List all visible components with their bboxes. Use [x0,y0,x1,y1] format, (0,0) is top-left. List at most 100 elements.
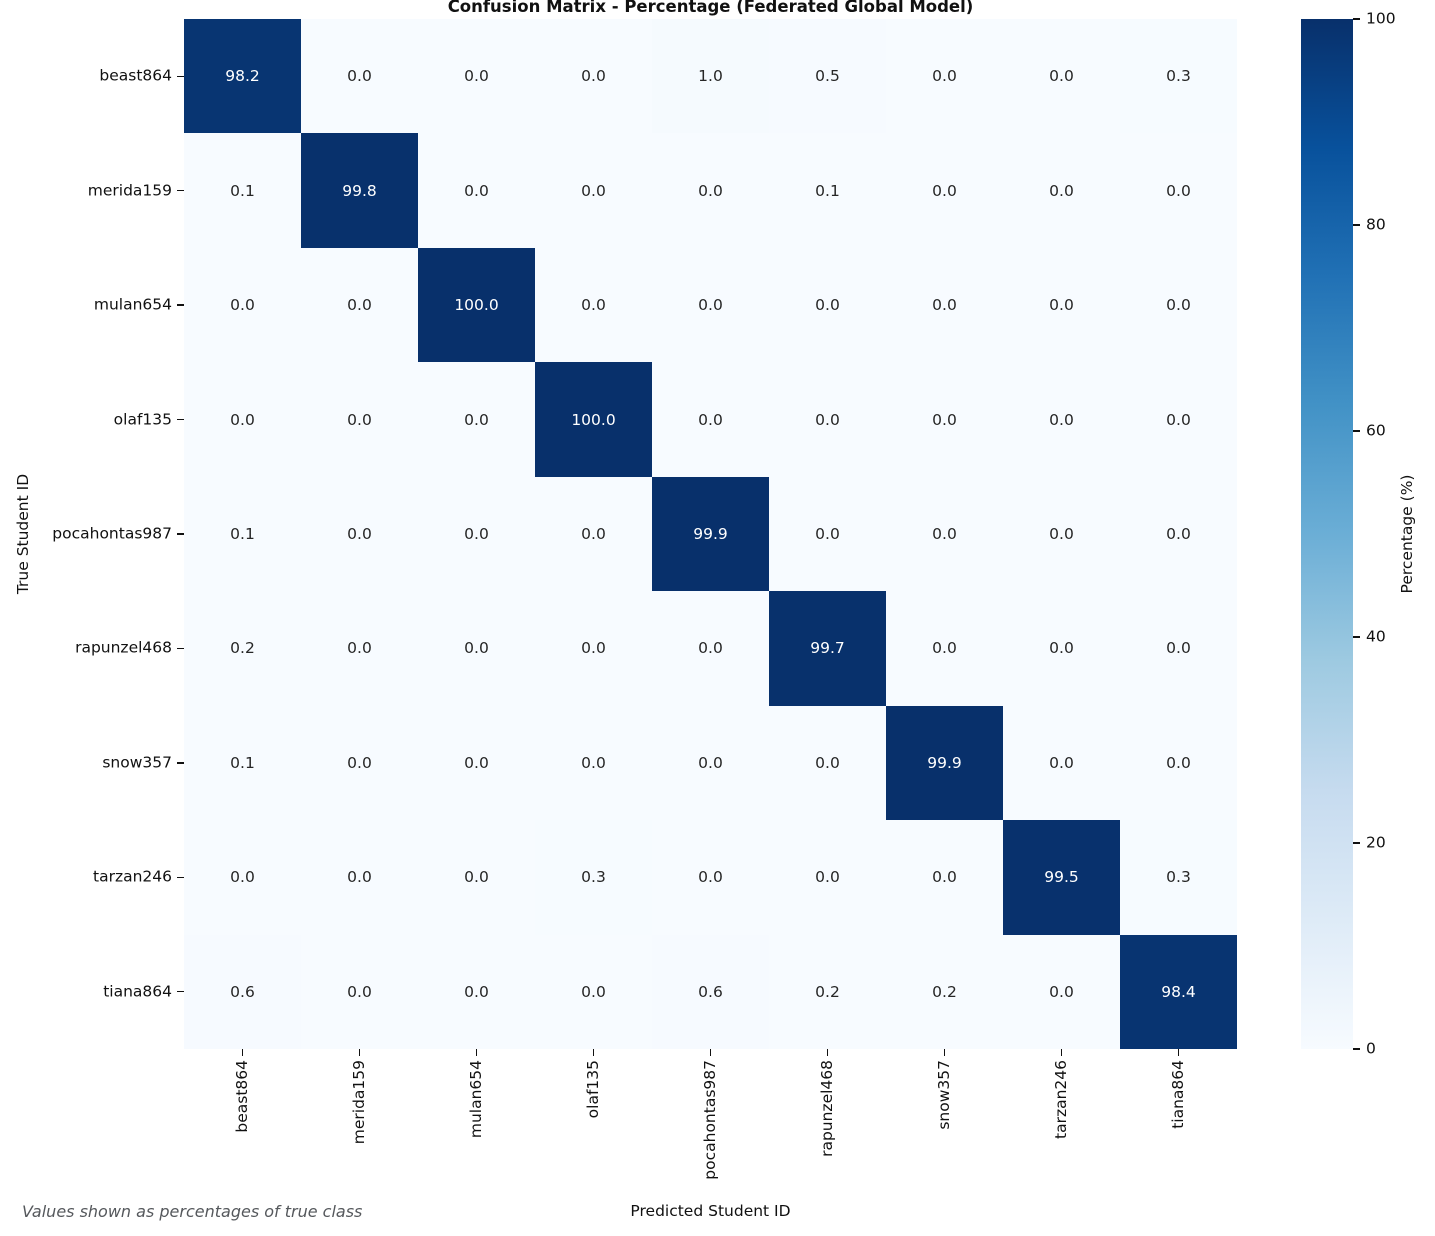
heatmap-cell: 0.0 [1003,247,1120,363]
heatmap-cell: 0.0 [535,705,652,821]
heatmap-cell: 0.0 [418,705,535,821]
heatmap-cell: 0.0 [1120,591,1237,706]
heatmap-cell: 99.8 [301,133,418,248]
heatmap-cell: 0.0 [535,247,652,363]
heatmap-cell: 0.0 [184,362,301,477]
heatmap-cell: 98.4 [1120,934,1237,1049]
y-tick-mark [177,418,184,421]
heatmap-cell: 0.5 [769,19,886,134]
y-tick-mark [177,75,184,77]
heatmap-plot: 98.2 0.0 0.0 0.0 1.0 0.5 0.0 0.0 0.3 0.1 99.8 0.0 0.… [184,19,1237,1049]
x-tick-label: merida159 [350,1060,368,1145]
heatmap-cell: 0.0 [652,820,769,935]
x-tick-mark [826,1049,829,1056]
heatmap-cell: 0.0 [1003,705,1120,821]
x-tick-mark [943,1049,946,1056]
heatmap-cell: 0.0 [886,19,1003,134]
y-tick-label: rapunzel468 [75,638,172,657]
colorbar-tick-label: 60 [1366,421,1386,440]
heatmap-cell: 0.0 [418,133,535,248]
heatmap-cell: 0.0 [301,705,418,821]
heatmap-cell: 0.0 [301,591,418,706]
heatmap-cell: 0.3 [535,820,652,935]
heatmap-cell: 0.0 [1003,133,1120,248]
heatmap-cell: 0.0 [652,362,769,477]
heatmap-cell: 0.0 [1120,362,1237,477]
x-tick-mark [592,1049,595,1056]
heatmap-cell: 0.0 [301,476,418,592]
heatmap-cell: 0.0 [886,476,1003,592]
heatmap-cell: 0.0 [418,820,535,935]
y-tick-label: tiana864 [103,982,172,1001]
heatmap-cell: 0.0 [1120,705,1237,821]
heatmap-cell: 0.0 [418,362,535,477]
x-tick-mark [241,1049,244,1056]
heatmap-cell: 0.0 [1120,247,1237,363]
x-tick-mark [358,1049,361,1056]
heatmap-cell: 0.0 [769,820,886,935]
colorbar-tick-mark [1353,636,1360,638]
heatmap-cell: 0.0 [886,820,1003,935]
heatmap-cell: 0.0 [1003,591,1120,706]
heatmap-cell: 0.0 [535,591,652,706]
x-tick-mark [475,1049,478,1056]
heatmap-cell: 99.5 [1003,820,1120,935]
heatmap-cell: 99.7 [769,591,886,706]
y-tick-mark [177,647,184,650]
heatmap-cell: 0.0 [1120,133,1237,248]
x-axis-label: Predicted Student ID [630,1202,791,1220]
x-tick-mark [709,1049,712,1056]
heatmap-cell: 0.0 [301,362,418,477]
y-tick-label: mulan654 [93,295,172,314]
y-tick-mark [177,762,184,764]
colorbar-tick-label: 0 [1366,1039,1376,1058]
heatmap-cell: 0.0 [418,19,535,134]
heatmap-cell: 0.0 [769,476,886,592]
heatmap-cell: 0.0 [184,247,301,363]
x-tick-label: mulan654 [467,1060,485,1139]
heatmap-cell: 0.0 [418,591,535,706]
heatmap-cell: 0.0 [886,362,1003,477]
y-tick-label: tarzan246 [93,867,172,886]
heatmap-cell: 0.0 [301,247,418,363]
colorbar-tick-label: 40 [1366,627,1386,646]
heatmap-cell: 0.0 [886,591,1003,706]
heatmap-cell: 0.0 [301,19,418,134]
heatmap-cell: 0.3 [1120,19,1237,134]
heatmap-cell: 0.0 [769,247,886,363]
heatmap-cell: 0.1 [184,705,301,821]
heatmap-cell: 0.2 [769,934,886,1049]
heatmap-cell: 0.2 [886,934,1003,1049]
y-tick-label: olaf135 [113,410,172,429]
heatmap-cell: 0.0 [1003,934,1120,1049]
y-tick-label: merida159 [87,181,172,200]
heatmap-cell: 0.0 [535,934,652,1049]
heatmap-cell: 0.0 [418,934,535,1049]
footnote: Values shown as percentages of true clas… [22,1202,363,1221]
heatmap-cell: 1.0 [652,19,769,134]
heatmap-cell: 0.0 [886,247,1003,363]
colorbar-tick-mark [1353,224,1360,226]
heatmap-cell: 0.0 [535,133,652,248]
heatmap-cell: 0.0 [418,476,535,592]
heatmap-cell: 0.0 [1120,476,1237,592]
x-tick-label: olaf135 [584,1060,602,1119]
heatmap-cell: 0.0 [652,133,769,248]
heatmap-cell: 99.9 [652,476,769,592]
x-tick-label: beast864 [233,1060,251,1133]
heatmap-cell: 0.2 [184,591,301,706]
heatmap-cell: 0.0 [1003,362,1120,477]
colorbar-tick-label: 100 [1366,9,1396,28]
x-tick-label: tiana864 [1169,1060,1187,1129]
colorbar-tick-label: 20 [1366,833,1386,852]
colorbar-label: Percentage (%) [1398,474,1416,594]
x-tick-label: rapunzel468 [818,1060,836,1157]
y-tick-mark [177,991,184,993]
y-axis-label: True Student ID [14,473,32,595]
heatmap-cell: 0.0 [886,133,1003,248]
heatmap-cell: 99.9 [886,705,1003,821]
colorbar-tick-mark [1353,842,1360,844]
y-tick-label: beast864 [99,66,172,85]
heatmap-cell: 0.0 [301,820,418,935]
heatmap-cell: 0.0 [535,476,652,592]
